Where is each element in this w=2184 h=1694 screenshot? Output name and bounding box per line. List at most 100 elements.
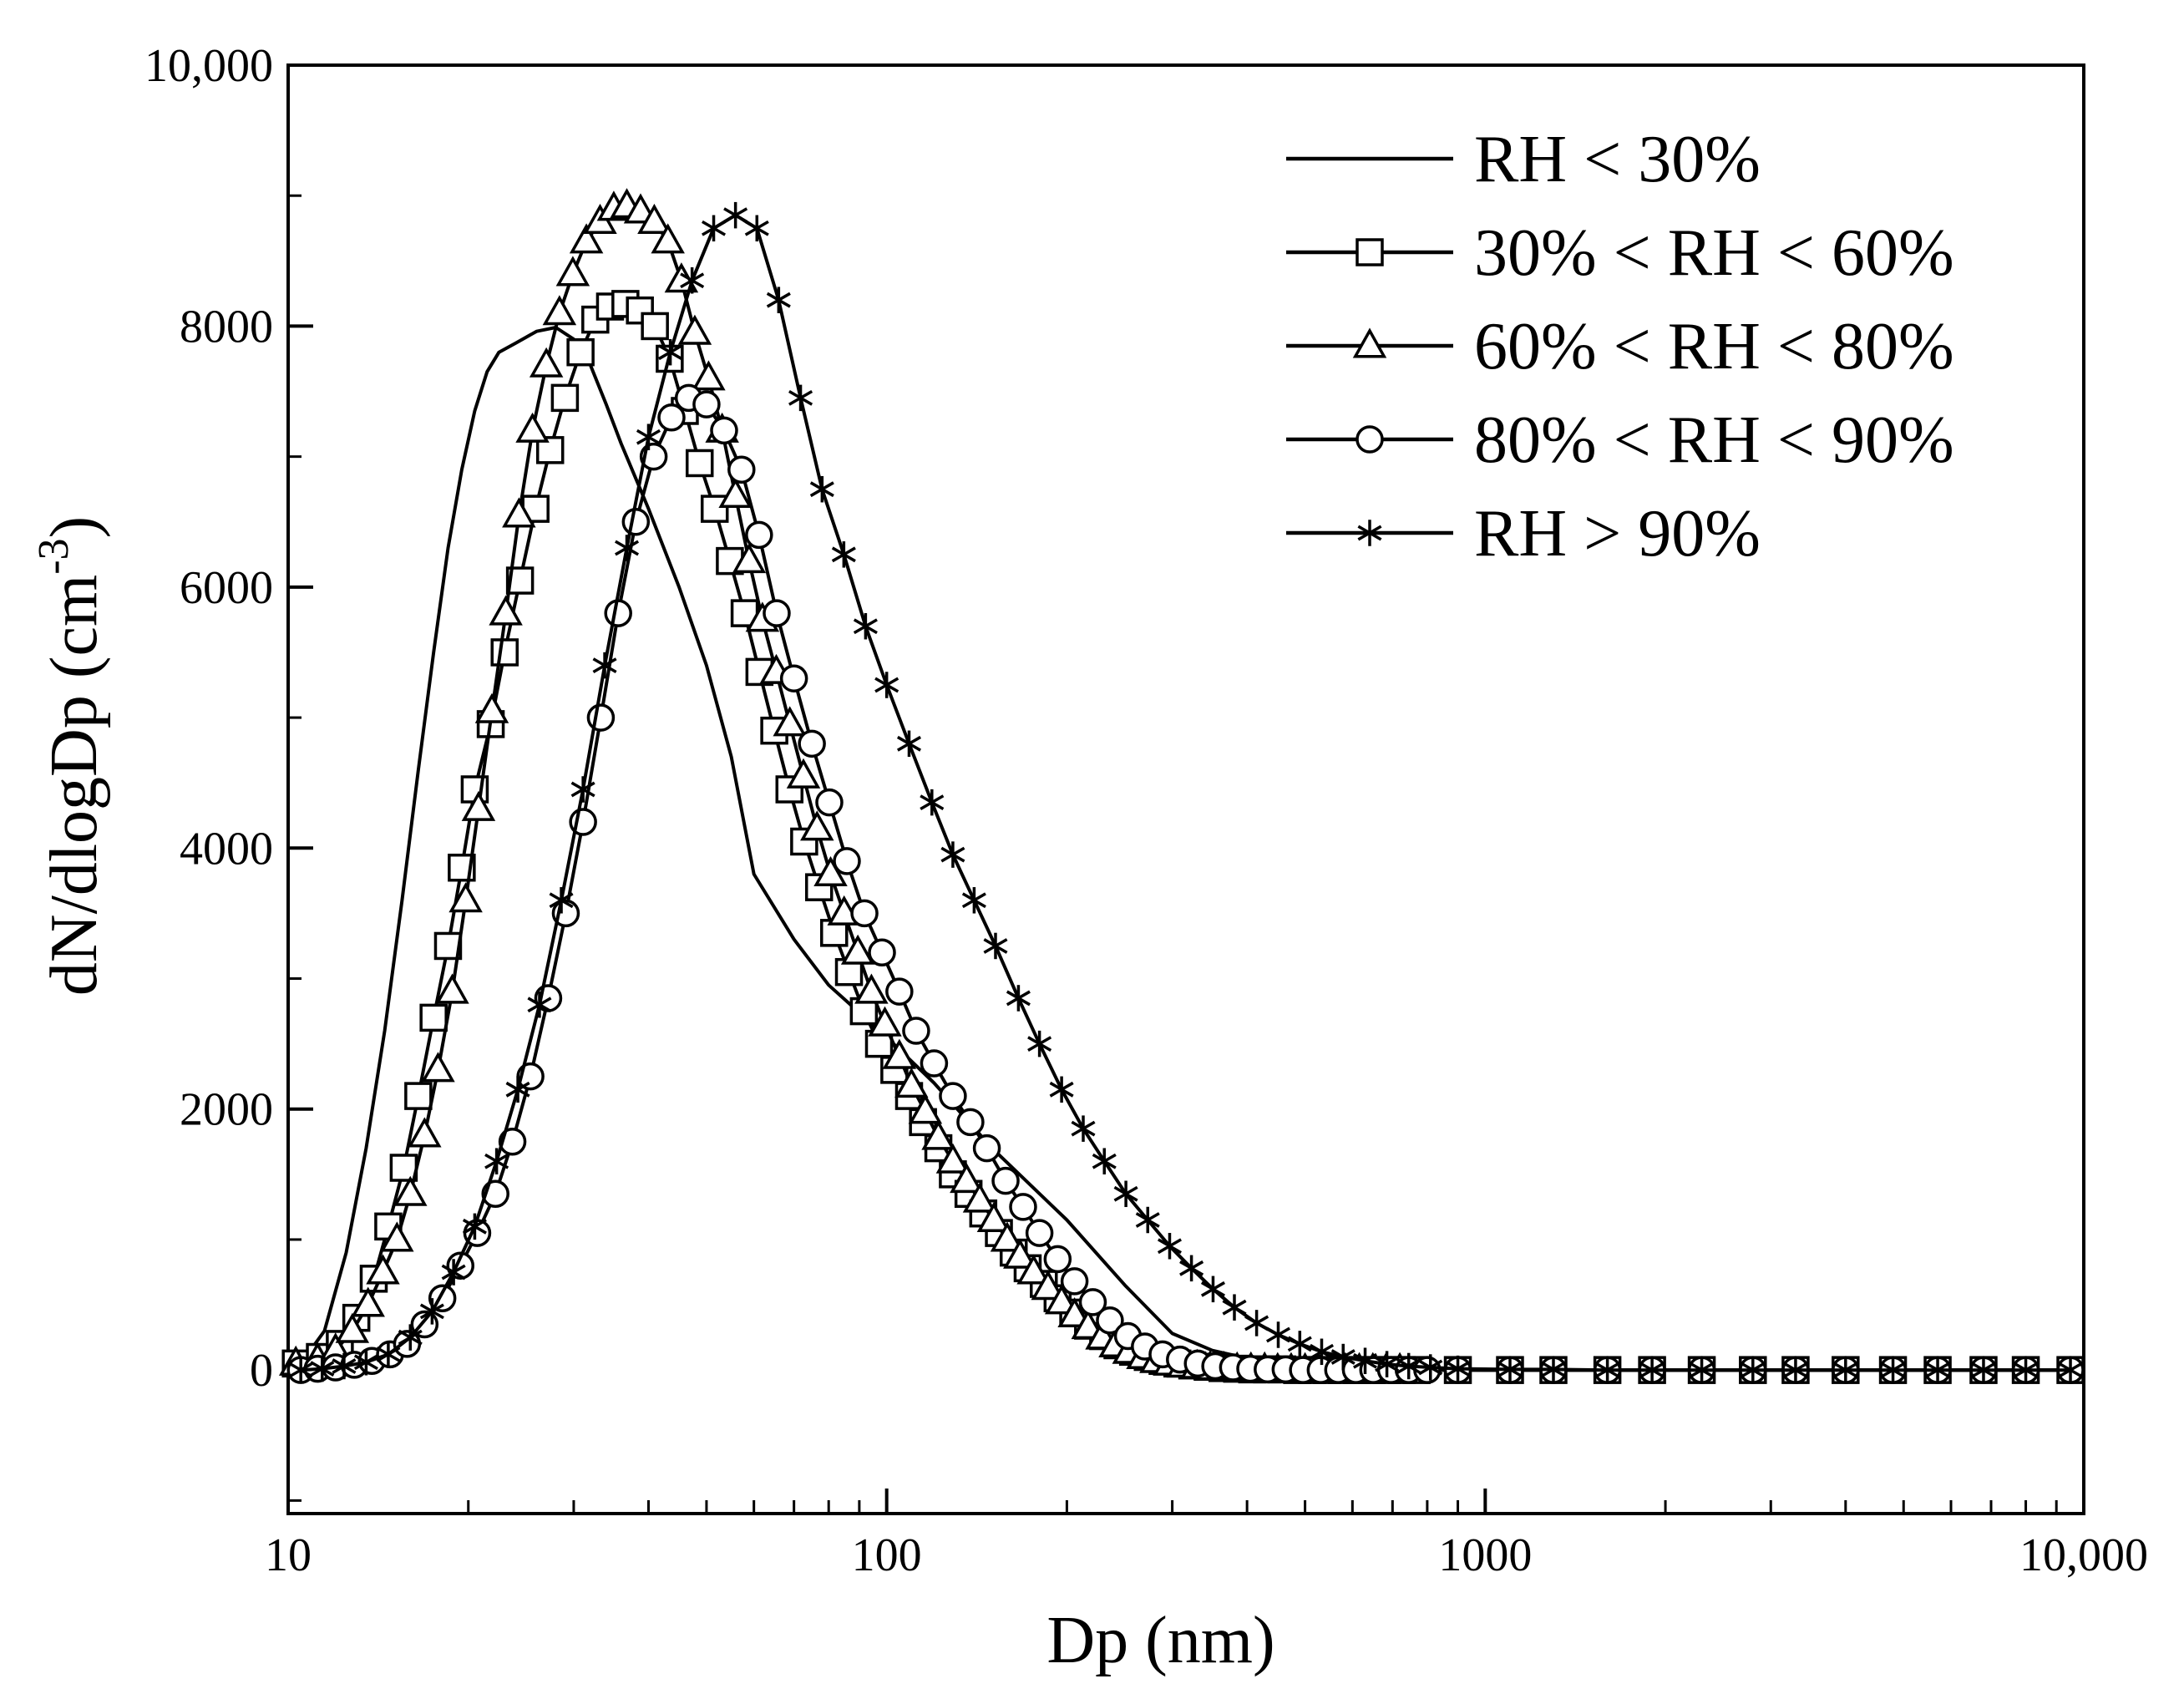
data-point xyxy=(636,424,661,450)
data-point xyxy=(885,977,914,1006)
data-point xyxy=(353,1349,378,1376)
star-stroke xyxy=(1833,1362,1858,1378)
data-point xyxy=(1003,1238,1037,1269)
star-stroke xyxy=(766,292,791,308)
star-stroke xyxy=(1157,1238,1182,1255)
data-point xyxy=(376,1341,401,1368)
data-point xyxy=(972,1134,1001,1163)
data-point xyxy=(763,599,791,627)
star-stroke xyxy=(1357,525,1382,541)
star-stroke xyxy=(723,207,748,224)
data-point xyxy=(908,1093,943,1124)
y-axis-label-superscript: -3 xyxy=(30,538,78,574)
data-point xyxy=(461,790,496,821)
star-stroke xyxy=(874,677,899,693)
data-point xyxy=(515,412,550,443)
star-stroke xyxy=(310,1361,335,1377)
data-point xyxy=(498,1128,527,1156)
data-point xyxy=(1016,1254,1051,1285)
y-tick-label: 0 xyxy=(250,1345,273,1397)
star-stroke xyxy=(1595,1362,1620,1378)
data-point xyxy=(592,652,617,679)
star-stroke xyxy=(1135,1212,1160,1228)
data-point xyxy=(902,1017,930,1045)
data-point xyxy=(991,1166,1020,1195)
data-point xyxy=(421,1052,455,1083)
data-point xyxy=(813,855,848,887)
data-point xyxy=(727,455,756,484)
data-point xyxy=(788,384,813,412)
legend: RH < 30% 30% < RH < 60% 60% < RH < 80% 80% … xyxy=(1286,123,1954,571)
data-point xyxy=(1353,1347,1378,1374)
data-point xyxy=(398,1324,423,1351)
star-stroke xyxy=(702,220,727,236)
data-point xyxy=(1096,1306,1124,1335)
data-point xyxy=(408,1117,442,1148)
x-axis: 10 100 1000 10,000 xyxy=(265,1489,2148,1581)
data-point xyxy=(680,267,705,294)
data-point xyxy=(766,287,791,313)
star-stroke xyxy=(441,1264,466,1281)
star-stroke xyxy=(484,1153,509,1169)
data-point xyxy=(833,847,861,875)
star-stroke xyxy=(1925,1362,1950,1378)
legend-label: RH > 90% xyxy=(1474,497,1761,571)
data-point xyxy=(882,1038,917,1069)
data-point xyxy=(1690,1357,1715,1383)
data-point xyxy=(1006,985,1031,1012)
data-point xyxy=(1971,1357,1996,1383)
data-point xyxy=(831,541,856,568)
data-point xyxy=(692,360,726,391)
data-point xyxy=(566,337,595,367)
legend-label: 30% < RH < 60% xyxy=(1474,216,1954,290)
data-point xyxy=(393,1175,428,1206)
data-point xyxy=(1833,1357,1858,1383)
data-point xyxy=(621,508,651,536)
star-stroke xyxy=(592,657,617,673)
star-stroke xyxy=(527,997,552,1013)
star-stroke xyxy=(376,1347,401,1362)
data-point xyxy=(419,1003,448,1032)
star-stroke xyxy=(353,1354,378,1371)
data-point xyxy=(288,1357,313,1383)
data-point xyxy=(868,938,896,967)
data-point xyxy=(570,776,595,803)
y-tick-label: 2000 xyxy=(180,1084,273,1136)
data-point xyxy=(1783,1357,1808,1383)
data-point xyxy=(2014,1357,2039,1383)
star-stroke xyxy=(332,1358,357,1374)
data-point xyxy=(404,1082,433,1110)
data-point xyxy=(854,973,889,1004)
star-stroke xyxy=(2014,1362,2039,1378)
data-point xyxy=(1027,1030,1052,1057)
data-point xyxy=(1135,1206,1160,1234)
star-stroke xyxy=(1113,1185,1138,1202)
data-point xyxy=(1497,1356,1523,1383)
legend-label: 60% < RH < 80% xyxy=(1474,310,1954,383)
data-point xyxy=(939,1082,967,1110)
data-point xyxy=(310,1355,335,1382)
legend-item: 80% < RH < 90% xyxy=(1286,403,1954,477)
y-axis-label-main: dN/dlogDp (cm xyxy=(38,575,111,996)
data-point xyxy=(853,612,878,640)
star-stroke xyxy=(398,1329,423,1346)
y-axis-label-close: ) xyxy=(38,516,111,539)
star-stroke xyxy=(1375,1356,1400,1372)
data-point xyxy=(1060,1267,1089,1296)
series-circle-line xyxy=(301,396,2070,1372)
data-point xyxy=(983,932,1008,960)
data-point xyxy=(976,1201,1011,1233)
series-3 xyxy=(278,188,1417,1382)
star-stroke xyxy=(1330,1349,1355,1365)
star-stroke xyxy=(549,892,574,909)
plot-border xyxy=(286,63,2085,1515)
data-point xyxy=(1113,1180,1138,1208)
data-point xyxy=(1244,1310,1269,1336)
data-point xyxy=(894,1068,929,1098)
data-point xyxy=(335,1312,370,1343)
data-point xyxy=(474,692,509,723)
star-stroke xyxy=(896,735,922,752)
data-point xyxy=(637,203,671,234)
data-point xyxy=(921,1119,955,1150)
